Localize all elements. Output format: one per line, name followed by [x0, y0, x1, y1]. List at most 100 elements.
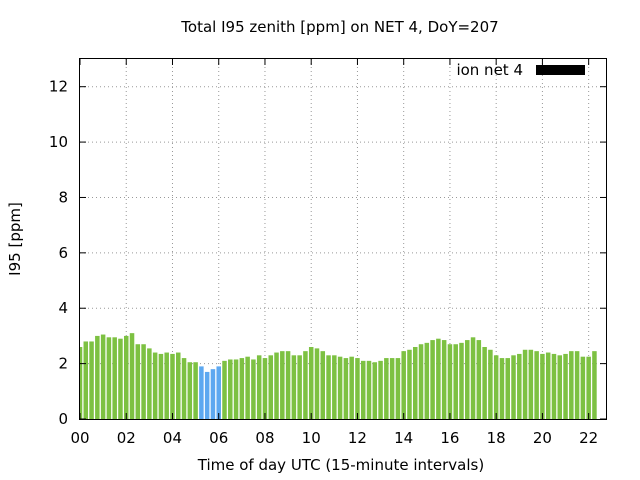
bar — [204, 371, 210, 419]
bar — [135, 344, 141, 419]
bar — [95, 335, 100, 419]
x-tick-label: 12 — [348, 429, 367, 447]
bar — [239, 358, 245, 419]
y-axis-ticks: 0 2 4 6 8 10 12 — [49, 78, 606, 428]
bar — [418, 344, 424, 419]
x-tick-label: 08 — [255, 429, 274, 447]
bar — [349, 356, 354, 419]
bar — [407, 349, 412, 419]
bar — [540, 353, 545, 419]
bar — [436, 338, 441, 419]
bar — [112, 337, 117, 419]
bar — [89, 341, 94, 419]
bar — [574, 351, 580, 419]
bar — [129, 333, 135, 419]
bar — [245, 356, 250, 419]
x-tick-label: 06 — [209, 429, 228, 447]
bar — [170, 353, 175, 419]
bar — [256, 355, 262, 419]
bar — [384, 358, 389, 419]
x-tick-label: 10 — [302, 429, 321, 447]
y-axis-label: I95 [ppm] — [6, 202, 24, 276]
bar — [586, 356, 591, 419]
x-tick-label: 22 — [579, 429, 598, 447]
bar — [285, 351, 291, 419]
bar — [499, 358, 505, 419]
bar — [222, 360, 227, 419]
bar — [326, 355, 331, 419]
bar — [401, 351, 406, 419]
bar — [372, 362, 378, 419]
bar — [291, 355, 297, 419]
bar — [459, 342, 464, 419]
bar — [389, 358, 395, 419]
bar — [430, 340, 435, 419]
bar — [337, 356, 343, 419]
bar — [118, 338, 123, 419]
bar — [314, 348, 320, 419]
bar — [199, 366, 204, 419]
bar — [83, 341, 89, 419]
bar — [447, 344, 453, 419]
x-tick-label: 18 — [487, 429, 506, 447]
bar — [545, 352, 551, 419]
legend-swatch — [536, 65, 585, 75]
bar — [106, 337, 112, 419]
bar — [557, 355, 563, 419]
bar — [181, 358, 187, 419]
y-tick-label: 2 — [58, 355, 68, 373]
bar — [441, 340, 447, 419]
y-tick-label: 8 — [58, 188, 68, 206]
bar — [360, 360, 366, 419]
bars — [80, 333, 597, 419]
bar — [522, 349, 528, 419]
bar — [517, 353, 522, 419]
legend: ion net 4 — [456, 61, 585, 79]
bar — [355, 358, 360, 419]
y-tick-label: 10 — [49, 133, 68, 151]
bar — [453, 344, 458, 419]
y-tick-label: 4 — [58, 299, 68, 317]
bar — [505, 358, 510, 419]
bar — [251, 359, 256, 419]
bar — [378, 360, 383, 419]
bar — [193, 362, 198, 419]
bar — [152, 352, 158, 419]
bar — [563, 353, 568, 419]
bar — [580, 356, 586, 419]
bar — [141, 344, 146, 419]
chart-title: Total I95 zenith [ppm] on NET 4, DoY=207 — [180, 18, 498, 36]
bar — [280, 351, 285, 419]
bar — [395, 358, 401, 419]
bar — [424, 342, 430, 419]
bar — [366, 360, 372, 419]
bar — [343, 358, 349, 419]
x-tick-label: 04 — [163, 429, 182, 447]
bar — [551, 353, 557, 419]
bar — [262, 358, 268, 419]
bar — [482, 347, 487, 419]
y-tick-label: 6 — [58, 244, 68, 262]
bar — [274, 352, 279, 419]
x-axis-label: Time of day UTC (15-minute intervals) — [197, 456, 484, 474]
bar — [123, 335, 129, 419]
bar — [488, 349, 493, 419]
y-tick-label: 0 — [58, 410, 68, 428]
bar — [268, 355, 274, 419]
x-tick-label: 02 — [117, 429, 136, 447]
bar — [412, 347, 418, 419]
bar — [176, 352, 181, 419]
bar — [228, 359, 233, 419]
bar — [592, 351, 597, 419]
bar — [320, 351, 326, 419]
legend-label: ion net 4 — [456, 61, 523, 79]
bar — [147, 348, 152, 419]
x-axis-ticks: 00 02 04 06 08 10 12 14 16 18 20 22 — [70, 59, 598, 447]
bar — [187, 362, 193, 419]
bar — [210, 369, 216, 419]
bar — [158, 353, 164, 419]
x-tick-label: 20 — [533, 429, 552, 447]
bar — [100, 334, 106, 419]
bar — [332, 355, 337, 419]
x-tick-label: 14 — [394, 429, 413, 447]
